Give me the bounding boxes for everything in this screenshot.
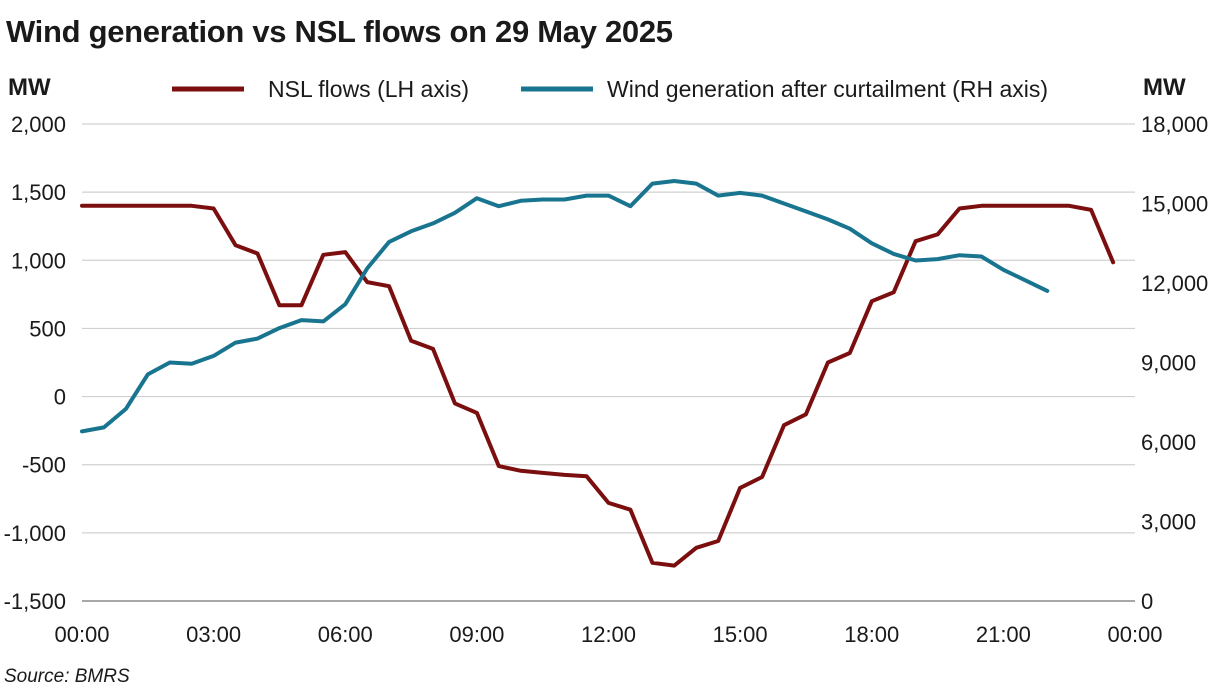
x-tick-label: 18:00	[844, 622, 899, 647]
x-axis: 00:00 03:00 06:00 09:00 12:00 15:00 18:00 21:00…	[54, 622, 1162, 647]
x-tick-label: 12:00	[581, 622, 636, 647]
right-tick-label: 18,000	[1141, 112, 1208, 137]
right-tick-label: 3,000	[1141, 510, 1196, 535]
right-tick-label: 6,000	[1141, 430, 1196, 455]
left-tick-label: 1,500	[11, 180, 66, 205]
right-tick-label: 12,000	[1141, 271, 1208, 296]
x-tick-label: 15:00	[713, 622, 768, 647]
x-tick-label: 09:00	[449, 622, 504, 647]
legend-label: NSL flows (LH axis)	[268, 76, 469, 102]
left-tick-label: -1,500	[4, 589, 66, 614]
right-tick-label: 0	[1141, 589, 1153, 614]
right-y-axis: 0 3,000 6,000 9,000 12,000 15,000 18,000	[1141, 112, 1208, 614]
x-tick-label: 00:00	[54, 622, 109, 647]
left-tick-label: -1,000	[4, 521, 66, 546]
left-tick-label: 1,000	[11, 248, 66, 273]
left-tick-label: 2,000	[11, 112, 66, 137]
x-tick-label: 03:00	[186, 622, 241, 647]
x-tick-label: 00:00	[1107, 622, 1162, 647]
chart-title: Wind generation vs NSL flows on 29 May 2…	[6, 14, 673, 49]
nsl-flows-line	[80, 203, 1116, 568]
gridlines	[82, 123, 1135, 602]
left-tick-label: 0	[54, 385, 66, 410]
x-tick-label: 06:00	[318, 622, 373, 647]
x-tick-label: 21:00	[976, 622, 1031, 647]
series-lines	[80, 179, 1116, 568]
wind-generation-line	[80, 179, 1050, 434]
legend: NSL flows (LH axis) Wind generation after…	[172, 76, 1048, 102]
left-axis-unit: MW	[8, 74, 51, 101]
right-tick-label: 9,000	[1141, 351, 1196, 376]
legend-label: Wind generation after curtailment (RH ax…	[607, 76, 1048, 102]
right-tick-label: 15,000	[1141, 192, 1208, 217]
right-axis-unit: MW	[1143, 74, 1186, 101]
left-y-axis: -1,500 -1,000 -500 0 500 1,000 1,500 2,000	[4, 112, 66, 614]
left-tick-label: -500	[22, 453, 66, 478]
left-tick-label: 500	[29, 316, 66, 341]
source-note: Source: BMRS	[4, 666, 130, 687]
